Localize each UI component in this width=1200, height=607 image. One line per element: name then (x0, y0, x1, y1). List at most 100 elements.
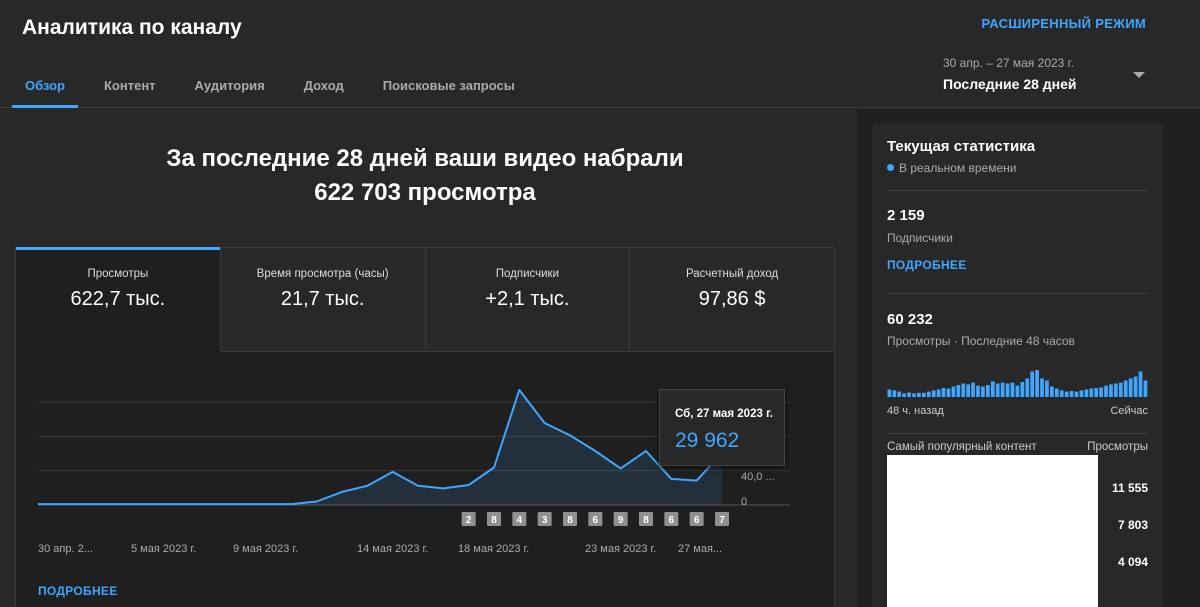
hourly-bar (1114, 383, 1118, 397)
metric-value: 21,7 тыс. (280, 288, 365, 310)
tooltip-date: Сб, 27 мая 2023 г. (675, 408, 773, 420)
hourly-bar (1054, 388, 1059, 397)
tab-audience[interactable]: Аудитория (194, 78, 265, 93)
bars-axis-start: 48 ч. назад (887, 405, 944, 417)
chart-tooltip: Сб, 27 мая 2023 г. 29 962 (659, 389, 785, 466)
video-marker (588, 512, 603, 526)
views-area (38, 390, 722, 505)
hourly-bar (1133, 376, 1138, 397)
video-marker (512, 512, 527, 526)
divider (887, 433, 1148, 434)
hourly-bar (1138, 371, 1143, 397)
tab-revenue[interactable]: Доход (303, 78, 344, 93)
date-range-label: Последние 28 дней (943, 76, 1077, 92)
video-marker-count: 6 (669, 515, 675, 526)
metric-views[interactable]: Просмотры 622,7 тыс. (16, 247, 220, 352)
metric-subscribers[interactable]: Подписчики +2,1 тыс. (424, 248, 630, 352)
video-marker (689, 512, 704, 526)
x-tick-label: 5 мая 2023 г. (131, 543, 196, 555)
realtime-title: Текущая статистика (887, 138, 1036, 155)
hourly-bar (902, 393, 906, 397)
realtime-label: В реальном времени (899, 161, 1017, 175)
video-marker-count: 8 (643, 515, 649, 526)
hourly-bar (1094, 388, 1099, 397)
subscribers-more-link[interactable]: ПОДРОБНЕЕ (887, 258, 967, 272)
hourly-bar (981, 386, 985, 397)
summary-line-1: За последние 28 дней ваши видео набрали (166, 145, 684, 172)
views-chart: 040,0 .........с.30 апр. 2...5 мая 2023 … (38, 389, 790, 555)
hourly-bar (1089, 388, 1094, 397)
hourly-bar (1064, 391, 1069, 397)
hourly-bar (1040, 378, 1044, 397)
hourly-bar (892, 390, 897, 397)
x-tick-label: 23 мая 2023 г. (585, 543, 656, 555)
video-marker (715, 512, 729, 526)
hourly-bar (1010, 382, 1015, 397)
subscriber-count: 2 159 (887, 207, 925, 224)
views-48h-label: Просмотры · Последние 48 часов (887, 334, 1075, 348)
video-marker-count: 6 (593, 515, 599, 526)
hourly-bar (956, 385, 961, 397)
video-marker (613, 512, 628, 526)
video-marker-count: 8 (567, 515, 573, 526)
top-header: Аналитика по каналу РАСШИРЕННЫЙ РЕЖИМ Об… (0, 0, 1200, 108)
hourly-bar (1030, 371, 1035, 397)
hourly-bar (1123, 380, 1128, 397)
metric-value: 622,7 тыс. (70, 288, 166, 310)
hourly-bar (941, 388, 946, 397)
more-details-link[interactable]: ПОДРОБНЕЕ (38, 584, 118, 598)
hourly-bar (966, 384, 971, 397)
metric-revenue[interactable]: Расчетный доход 97,86 $ (629, 248, 834, 352)
dropdown-caret-icon (1133, 72, 1145, 78)
top-content-header: Самый популярный контент (887, 441, 1037, 453)
metric-label: Просмотры (87, 268, 149, 280)
divider (887, 190, 1148, 191)
live-dot-icon (887, 164, 894, 171)
x-tick-label: 9 мая 2023 г. (233, 543, 298, 555)
hourly-bar (936, 389, 941, 397)
metric-label: Подписчики (495, 268, 559, 280)
date-range-dates: 30 апр. – 27 мая 2023 г. (943, 56, 1074, 70)
hourly-bar (1059, 390, 1064, 397)
hourly-bar (931, 390, 936, 397)
video-marker-count: 6 (694, 515, 700, 526)
hourly-bar (961, 383, 966, 397)
video-marker (461, 512, 476, 526)
hourly-bar (951, 386, 956, 397)
video-marker (537, 512, 552, 526)
hourly-bar (1045, 380, 1049, 397)
top-video-views: 11 555 (1111, 481, 1148, 495)
advanced-mode-button[interactable]: РАСШИРЕННЫЙ РЕЖИМ (981, 16, 1146, 31)
x-tick-label: 27 мая... (678, 543, 722, 555)
hourly-bar (946, 388, 951, 397)
hourly-bar (995, 383, 1000, 397)
y-tick-label: 40,0 ... (741, 471, 775, 483)
video-marker-count: 4 (517, 515, 523, 526)
hourly-bar (976, 385, 980, 397)
metric-label: Время просмотра (часы) (256, 268, 389, 280)
realtime-card: Текущая статистика В реальном времени 2 … (872, 123, 1163, 607)
page-title: Аналитика по каналу (22, 16, 242, 39)
x-tick-label: 14 мая 2023 г. (357, 543, 428, 555)
hourly-bar (1109, 384, 1113, 397)
hourly-bar (1079, 390, 1084, 397)
realtime-indicator: В реальном времени (887, 161, 1016, 175)
y-tick-label: 0 (741, 496, 747, 508)
hourly-bar (1050, 386, 1054, 397)
hourly-bar (1084, 389, 1089, 397)
video-marker-count: 3 (542, 515, 548, 526)
hourly-bar (1020, 382, 1025, 397)
video-marker-count: 8 (491, 515, 497, 526)
hourly-bar (1118, 382, 1123, 397)
hourly-views-bars (887, 370, 1148, 397)
top-video-views: 4 094 (1117, 555, 1148, 569)
hourly-bar (912, 393, 916, 397)
date-range-picker[interactable]: 30 апр. – 27 мая 2023 г. Последние 28 дн… (943, 56, 1153, 96)
tab-content[interactable]: Контент (104, 78, 156, 93)
tab-search-queries[interactable]: Поисковые запросы (382, 78, 515, 93)
metric-watch-time[interactable]: Время просмотра (часы) 21,7 тыс. (219, 248, 425, 352)
metric-value: +2,1 тыс. (485, 288, 570, 310)
hourly-bar (1005, 383, 1010, 397)
tab-overview[interactable]: Обзор (12, 66, 78, 108)
video-marker (639, 512, 653, 526)
